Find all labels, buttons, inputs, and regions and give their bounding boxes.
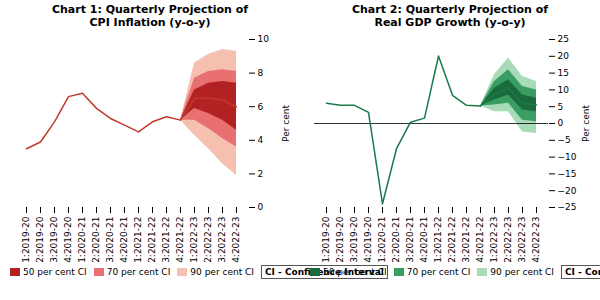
svg-text:Q2:2020-21: Q2:2020-21 — [91, 217, 101, 264]
svg-text:Q3:2020-21: Q3:2020-21 — [405, 217, 415, 264]
svg-text:Q4:2021-22: Q4:2021-22 — [475, 217, 485, 264]
svg-text:Q4:2022-23: Q4:2022-23 — [531, 217, 541, 264]
svg-text:10: 10 — [558, 85, 570, 95]
svg-text:Per cent: Per cent — [281, 105, 291, 142]
html-text:50 per cent CI: 50 per cent CI — [23, 267, 87, 277]
svg-text:25: 25 — [558, 34, 569, 44]
svg-text:Q2:2019-20: Q2:2019-20 — [335, 216, 345, 263]
svg-text:Q1:2019-20: Q1:2019-20 — [321, 216, 331, 263]
html-text:90 per cent CI: 90 per cent CI — [190, 267, 254, 277]
svg-text:Q2:2022-23: Q2:2022-23 — [203, 217, 213, 264]
svg-text:15: 15 — [558, 68, 569, 78]
svg-text:Q1:2020-21: Q1:2020-21 — [377, 217, 387, 264]
svg-text:8: 8 — [258, 68, 264, 78]
svg-text:Q1:2021-22: Q1:2021-22 — [133, 217, 143, 264]
svg-text:Q2:2022-23: Q2:2022-23 — [503, 217, 513, 264]
html-text:90 per cent CI: 90 per cent CI — [490, 267, 554, 277]
svg-text:Q3:2022-23: Q3:2022-23 — [217, 217, 227, 264]
svg-text:Q2:2019-20: Q2:2019-20 — [35, 216, 45, 263]
svg-text:4: 4 — [258, 135, 264, 145]
html-text:50 per cent CI: 50 per cent CI — [323, 267, 387, 277]
svg-text:−15: −15 — [558, 169, 577, 179]
svg-text:Q3:2022-23: Q3:2022-23 — [517, 217, 527, 264]
svg-text:Per cent: Per cent — [581, 105, 591, 142]
svg-text:Q3:2021-22: Q3:2021-22 — [461, 217, 471, 264]
svg-text:10: 10 — [258, 34, 270, 44]
html-text:CI - Confidence Interval: CI - Confidence Interval — [265, 267, 384, 277]
svg-text:Q4:2022-23: Q4:2022-23 — [231, 217, 241, 264]
svg-text:−5: −5 — [558, 135, 571, 145]
svg-text:Q3:2021-22: Q3:2021-22 — [161, 217, 171, 264]
svg-text:−20: −20 — [558, 186, 577, 196]
svg-text:6: 6 — [258, 102, 264, 112]
svg-text:Q1:2019-20: Q1:2019-20 — [21, 216, 31, 263]
svg-text:Q3:2019-20: Q3:2019-20 — [349, 216, 359, 263]
svg-text:Q3:2019-20: Q3:2019-20 — [49, 216, 59, 263]
svg-text:0: 0 — [258, 202, 264, 212]
svg-text:Q1:2022-23: Q1:2022-23 — [189, 217, 199, 264]
svg-text:−10: −10 — [558, 152, 577, 162]
svg-text:Q4:2019-20: Q4:2019-20 — [363, 216, 373, 263]
svg-text:Q4:2019-20: Q4:2019-20 — [63, 216, 73, 263]
svg-text:Q1:2020-21: Q1:2020-21 — [77, 217, 87, 264]
svg-text:Q2:2020-21: Q2:2020-21 — [391, 217, 401, 264]
svg-text:Q2:2021-22: Q2:2021-22 — [147, 217, 157, 264]
svg-text:Q4:2021-22: Q4:2021-22 — [175, 217, 185, 264]
svg-text:Q3:2020-21: Q3:2020-21 — [105, 217, 115, 264]
svg-text:Q1:2022-23: Q1:2022-23 — [489, 217, 499, 264]
svg-text:5: 5 — [558, 102, 564, 112]
svg-text:Q2:2021-22: Q2:2021-22 — [447, 217, 457, 264]
svg-text:−25: −25 — [558, 202, 577, 212]
svg-text:2: 2 — [258, 169, 264, 179]
svg-text:Q4:2020-21: Q4:2020-21 — [119, 217, 129, 264]
svg-text:0: 0 — [558, 118, 564, 128]
html-text:Chart 1: Quarterly Projection: Chart 1: Quarterly Projection of CPI Inf… — [52, 3, 248, 29]
html-text:70 per cent CI: 70 per cent CI — [406, 267, 471, 277]
html-text:70 per cent CI: 70 per cent CI — [106, 267, 171, 277]
svg-text:20: 20 — [558, 51, 570, 61]
svg-text:Q4:2020-21: Q4:2020-21 — [419, 217, 429, 264]
svg-text:Q1:2021-22: Q1:2021-22 — [433, 217, 443, 264]
html-text:Chart 2: Quarterly Projection: Chart 2: Quarterly Projection of Real GD… — [352, 3, 548, 29]
